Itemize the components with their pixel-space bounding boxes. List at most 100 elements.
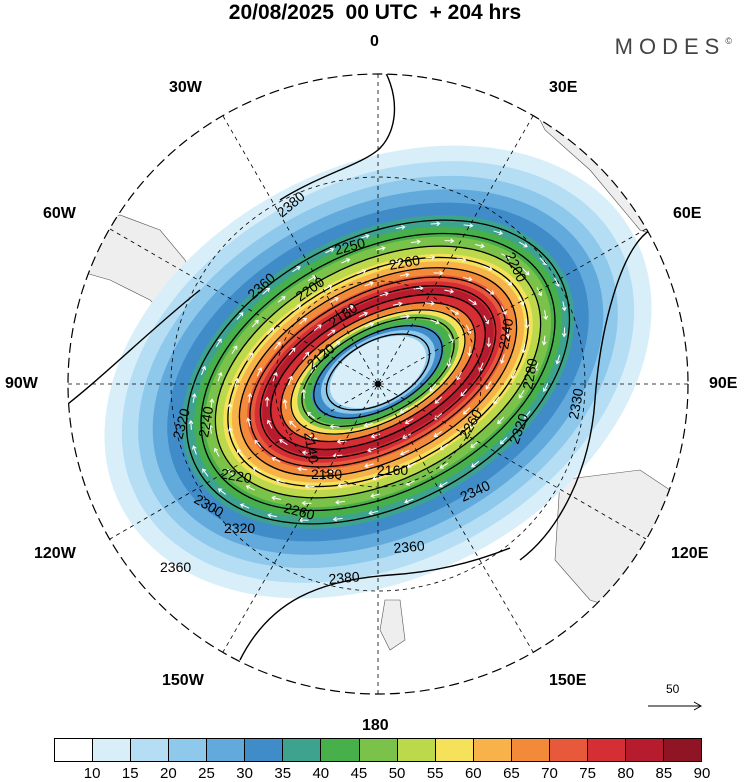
colorbar-tick-label: 85 [655,765,673,782]
longitude-label-180: 180 [362,717,389,734]
wind-vector [302,351,310,360]
contour-label: 2140 [301,431,322,465]
wind-vector [499,354,505,364]
wind-vector [213,447,220,457]
wind-vector [256,367,263,377]
wind-vector [279,439,288,446]
contour-label: 2380 [328,568,361,587]
wind-vector [460,388,468,397]
wind-vector [376,246,386,251]
wind-vector [392,301,403,307]
wind-vector [478,362,484,372]
wind-vector [486,288,495,295]
wind-vector [518,389,525,399]
colorbar-tick-label: 70 [541,765,558,782]
wind-vector [217,488,227,495]
wind-vector [402,433,412,439]
longitude-label-30e: 30E [549,79,578,96]
wind-vector [323,284,333,291]
wind-vector [533,362,539,373]
longitude-label-90w: 90W [5,375,38,392]
wind-vector [247,352,253,361]
wind-vector [370,433,381,439]
contour-line [238,267,518,477]
wind-vector [448,334,454,344]
colorbar-tick-label: 20 [160,765,177,782]
contour-line [325,333,431,411]
colorbar-tick-label: 40 [312,765,330,782]
wind-vector [332,340,341,348]
wind-vector [462,407,471,415]
wind-vector [501,306,507,316]
wind-vector [251,319,259,328]
wind-vector [542,383,549,393]
contour-label: 2260 [388,252,422,273]
wind-vector [327,329,336,336]
wind-vector [335,499,345,505]
wind-vector [561,327,567,338]
contour-line [270,293,486,451]
colorbar-tick-label: 65 [503,765,520,782]
wind-vector [344,305,354,311]
longitude-label-150w: 150W [162,672,204,689]
wind-vector [400,314,411,319]
wind-vector [202,468,209,477]
wind-vector [438,481,448,488]
wind-vector [363,422,374,428]
wind-vector [313,324,322,332]
wind-vector [191,393,197,403]
wind-vector [536,287,543,297]
wind-vectors [188,221,567,523]
contour-outer-east [519,229,651,561]
colorbar-tick-label: 50 [388,765,406,782]
latitude-circle [274,280,482,488]
wind-vector [336,439,347,445]
colorbar-tick-label: 75 [579,765,596,782]
wind-vector [406,462,416,468]
colorbar-tick-label: 25 [198,765,215,782]
wind-vector [367,447,377,453]
wind-vector [391,259,402,264]
wind-vector [301,500,312,506]
wind-vector [297,466,308,472]
wind-vector [439,462,449,469]
wind-vector [299,317,308,325]
wind-vector [372,475,382,481]
wind-vector [282,398,288,409]
wind-vector [524,318,530,329]
colorbar-tick-label: 35 [274,765,292,782]
wind-vector [264,396,270,407]
wind-vector [254,439,262,448]
wind-vector [293,304,302,312]
contour-line [301,316,455,428]
wind-vector [463,223,474,228]
colorbar-tick-label: 10 [83,765,101,782]
wind-vector [360,233,370,239]
wind-vector [425,254,436,260]
contour-label: 2280 [519,357,540,391]
wind-vector [456,257,467,263]
wind-vector [483,315,490,325]
colorbar-tick-label: 15 [121,765,139,782]
wind-vector [245,485,255,491]
wind-vector [486,337,492,348]
brand-name: MODES [614,34,726,59]
wind-vector [364,281,374,287]
contour-label: 2180 [311,466,342,482]
contour-outer-west [68,289,201,411]
latitude-circle [170,176,586,592]
wind-vector [510,369,517,379]
wind-vector [462,276,473,282]
wind-vector [292,266,301,273]
wind-vector [434,396,443,404]
wind-vector [541,335,547,346]
wind-vector [444,288,455,294]
colorbar-swatch [245,739,284,761]
wind-vector [306,411,315,419]
wind-vector [192,445,197,455]
wind-vector [301,388,307,399]
colorbar-swatch [625,739,664,761]
wind-vector [467,346,472,357]
colorbar-tick-label: 90 [693,765,711,782]
contour-label: 2240 [495,317,516,351]
